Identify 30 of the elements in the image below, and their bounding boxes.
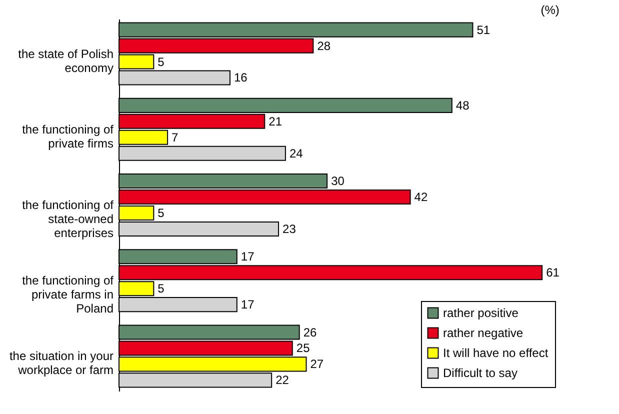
data-label: 24: [289, 146, 304, 160]
data-label: 16: [234, 70, 248, 85]
data-label: 23: [282, 222, 296, 236]
data-label: 51: [476, 22, 490, 37]
data-label: 22: [276, 373, 290, 388]
data-label: 61: [546, 266, 560, 280]
y-tick-label: the functioning of private firms: [22, 122, 114, 150]
data-label: 28: [317, 38, 331, 53]
y-tick-label: the functioning of private farms in Poland: [22, 274, 114, 316]
y-tick-label: the functioning of state-owned enterprises: [22, 198, 114, 240]
legend-label: rather negative: [443, 326, 524, 340]
y-tick-label: the situation in your workplace or farm: [9, 349, 114, 378]
data-label: 5: [158, 54, 165, 69]
data-label: 21: [268, 114, 282, 128]
data-label: 17: [240, 298, 255, 312]
legend-label: Difficult to say: [443, 366, 518, 380]
legend-label: rather positive: [443, 306, 519, 320]
data-label: 7: [172, 130, 179, 144]
data-label: 25: [296, 341, 310, 356]
data-label: 17: [240, 250, 255, 264]
data-label: 30: [331, 174, 345, 188]
data-label: 48: [456, 98, 470, 112]
data-label: 27: [310, 357, 324, 372]
text: (%): [540, 3, 560, 17]
data-label: 26: [303, 325, 317, 340]
data-label: 42: [414, 190, 428, 204]
legend-label: It will have no effect: [443, 346, 549, 360]
y-tick-label: the state of Polish economy: [18, 46, 114, 75]
data-label: 5: [158, 282, 165, 296]
data-label: 5: [158, 206, 165, 220]
